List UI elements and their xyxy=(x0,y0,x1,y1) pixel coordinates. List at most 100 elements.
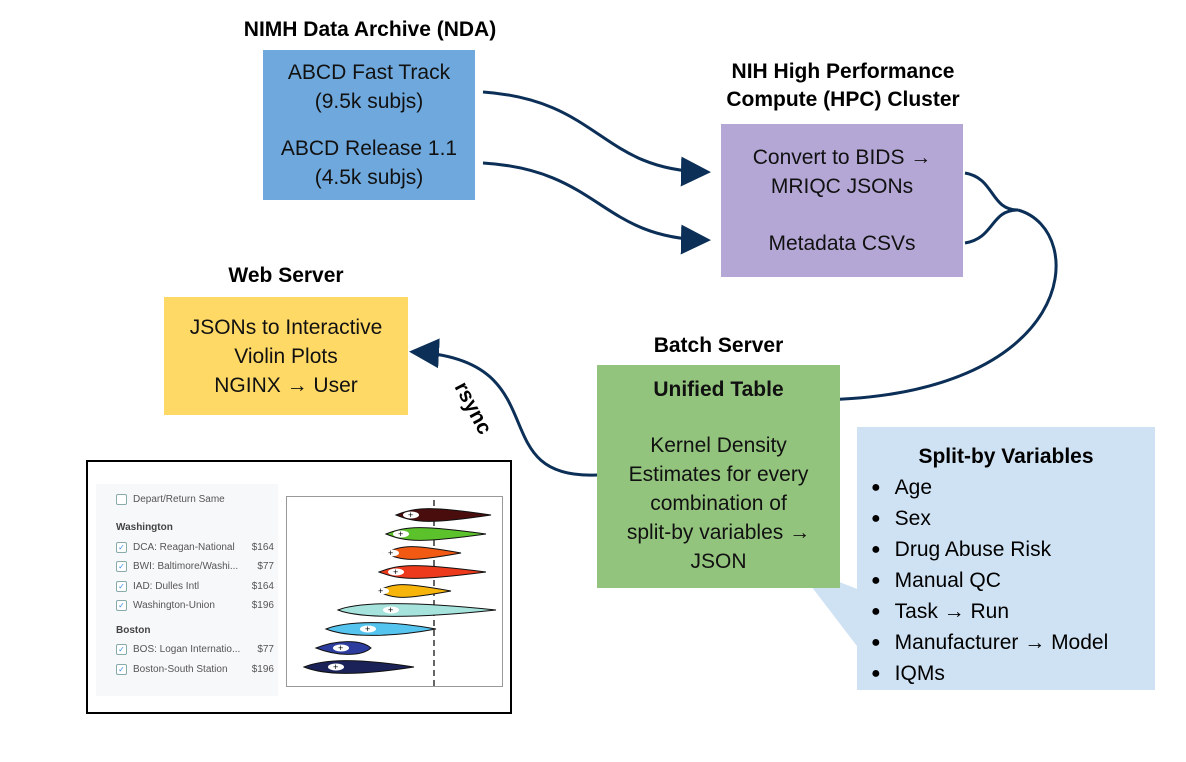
batch-item: Kernel Density xyxy=(650,434,787,457)
violin-shape xyxy=(384,527,487,541)
checkmark-icon: ✓ xyxy=(116,561,127,572)
airport-checkbox[interactable]: ✓ Washington-Union $196 xyxy=(116,600,274,611)
checkmark-icon: ✓ xyxy=(116,581,127,592)
violin-mean-icon: + xyxy=(398,529,403,539)
nda-item: ABCD Fast Track xyxy=(287,61,451,84)
arrow-batch-to-web xyxy=(409,338,598,477)
price: $164 xyxy=(251,581,274,592)
airport-label: DCA: Reagan-National xyxy=(133,542,235,553)
violin-shape xyxy=(374,584,452,598)
violin-median-marker xyxy=(360,625,376,633)
split-item: Manufacturer → Model xyxy=(871,628,1155,659)
arrow-hpc-merge-top xyxy=(964,171,1019,212)
nda-title: NIMH Data Archive (NDA) xyxy=(243,18,497,41)
airport-checkbox[interactable]: ✓ IAD: Dulles Intl $164 xyxy=(116,581,274,592)
hpc-item: Metadata CSVs xyxy=(768,232,916,255)
group-heading: Washington xyxy=(116,522,173,533)
split-item: Age xyxy=(871,473,1155,504)
violin-shape xyxy=(382,546,462,560)
split-title: Split-by Variables xyxy=(918,445,1094,468)
price: $77 xyxy=(257,644,274,655)
nda-item: (4.5k subjs) xyxy=(314,166,424,189)
split-list: Age Sex Drug Abuse Risk Manual QC Task →… xyxy=(871,473,1155,690)
web-item: Violin Plots xyxy=(234,344,338,368)
violin-shape xyxy=(336,603,497,617)
violin-shape xyxy=(377,565,487,579)
web-title: Web Server xyxy=(228,264,344,287)
violin-mean-icon: + xyxy=(378,586,383,596)
violin-mean-icon: + xyxy=(338,643,343,653)
checkmark-icon: ✓ xyxy=(116,664,127,675)
split-item: IQMs xyxy=(871,659,1155,690)
violin-median-marker xyxy=(328,663,344,671)
split-item: Task → Run xyxy=(871,597,1155,628)
nda-box: ABCD Fast Track (9.5k subjs) ABCD Releas… xyxy=(263,50,475,200)
price: $196 xyxy=(251,600,274,611)
violin-plot: +++++++++ xyxy=(286,496,503,687)
hpc-item: MRIQC JSONs xyxy=(770,175,914,198)
web-item: NGINX → User xyxy=(214,373,358,397)
airport-label: BWI: Baltimore/Washi... xyxy=(133,561,239,572)
arrow-hpc-to-batch xyxy=(804,208,1058,415)
hpc-box: Convert to BIDS → MRIQC JSONs Metadata C… xyxy=(721,124,963,277)
split-item: Sex xyxy=(871,504,1155,535)
violin-mean-icon: + xyxy=(333,662,338,672)
batch-title: Batch Server xyxy=(653,334,784,357)
checkbox-label: Depart/Return Same xyxy=(133,494,225,505)
arrow-hpc-merge-bottom xyxy=(964,208,1019,245)
violin-median-marker xyxy=(383,606,399,614)
airport-checkbox[interactable]: ✓ Boston-South Station $196 xyxy=(116,664,274,675)
violin-median-marker xyxy=(393,530,409,538)
batch-item: split-by variables → xyxy=(626,521,811,544)
batch-item: combination of xyxy=(650,492,787,515)
violin-mean-icon: + xyxy=(408,510,413,520)
arrow-release-to-hpc xyxy=(482,161,711,255)
web-item: JSONs to Interactive xyxy=(189,315,383,339)
hpc-item: Convert to BIDS → xyxy=(752,146,932,169)
price: $196 xyxy=(251,664,274,675)
violin-plot-screenshot: Depart/Return Same Washington ✓ DCA: Reag… xyxy=(86,460,512,714)
hpc-title-line: Compute (HPC) Cluster xyxy=(726,88,960,111)
violin-mean-icon: + xyxy=(388,605,393,615)
violin-mean-icon: + xyxy=(393,567,398,577)
violin-shape xyxy=(394,508,492,522)
group-heading: Boston xyxy=(116,625,151,636)
checkmark-icon: ✓ xyxy=(116,542,127,553)
violin-median-marker xyxy=(383,549,399,557)
arrow-fasttrack-to-hpc xyxy=(482,90,711,187)
hpc-title: NIH High Performance Compute (HPC) Clust… xyxy=(680,58,1006,114)
batch-box: Unified Table Kernel Density Estimates f… xyxy=(597,365,840,588)
filter-panel: Depart/Return Same Washington ✓ DCA: Reag… xyxy=(96,484,278,696)
violin-median-marker xyxy=(373,587,389,595)
violin-median-marker xyxy=(403,511,419,519)
hpc-title-line: NIH High Performance xyxy=(731,60,955,83)
violin-mean-icon: + xyxy=(388,548,393,558)
airport-label: IAD: Dulles Intl xyxy=(133,581,200,592)
airport-label: BOS: Logan Internatio... xyxy=(133,644,241,655)
airport-checkbox[interactable]: ✓ DCA: Reagan-National $164 xyxy=(116,542,274,553)
airport-checkbox[interactable]: ✓ BWI: Baltimore/Washi... $77 xyxy=(116,561,274,572)
airport-checkbox[interactable]: ✓ BOS: Logan Internatio... $77 xyxy=(116,644,274,655)
violin-shape xyxy=(302,660,415,674)
nda-item: ABCD Release 1.1 xyxy=(280,137,458,160)
checkbox-icon xyxy=(116,494,127,505)
split-item: Drug Abuse Risk xyxy=(871,535,1155,566)
batch-heading: Unified Table xyxy=(653,378,784,401)
violin-median-marker xyxy=(388,568,404,576)
price: $164 xyxy=(251,542,274,553)
violin-median-marker xyxy=(333,644,349,652)
depart-return-checkbox[interactable]: Depart/Return Same xyxy=(116,494,274,505)
split-by-box: Split-by Variables Age Sex Drug Abuse Ri… xyxy=(857,427,1155,690)
checkmark-icon: ✓ xyxy=(116,600,127,611)
batch-item: JSON xyxy=(690,550,747,573)
split-item: Manual QC xyxy=(871,566,1155,597)
violin-shape xyxy=(324,622,437,636)
airport-label: Washington-Union xyxy=(133,600,215,611)
violin-mean-icon: + xyxy=(365,624,370,634)
batch-item: Estimates for every xyxy=(628,463,809,486)
price: $77 xyxy=(257,561,274,572)
nda-item: (9.5k subjs) xyxy=(314,90,424,113)
web-box: JSONs to Interactive Violin Plots NGINX … xyxy=(164,297,408,415)
airport-label: Boston-South Station xyxy=(133,664,228,675)
checkmark-icon: ✓ xyxy=(116,644,127,655)
